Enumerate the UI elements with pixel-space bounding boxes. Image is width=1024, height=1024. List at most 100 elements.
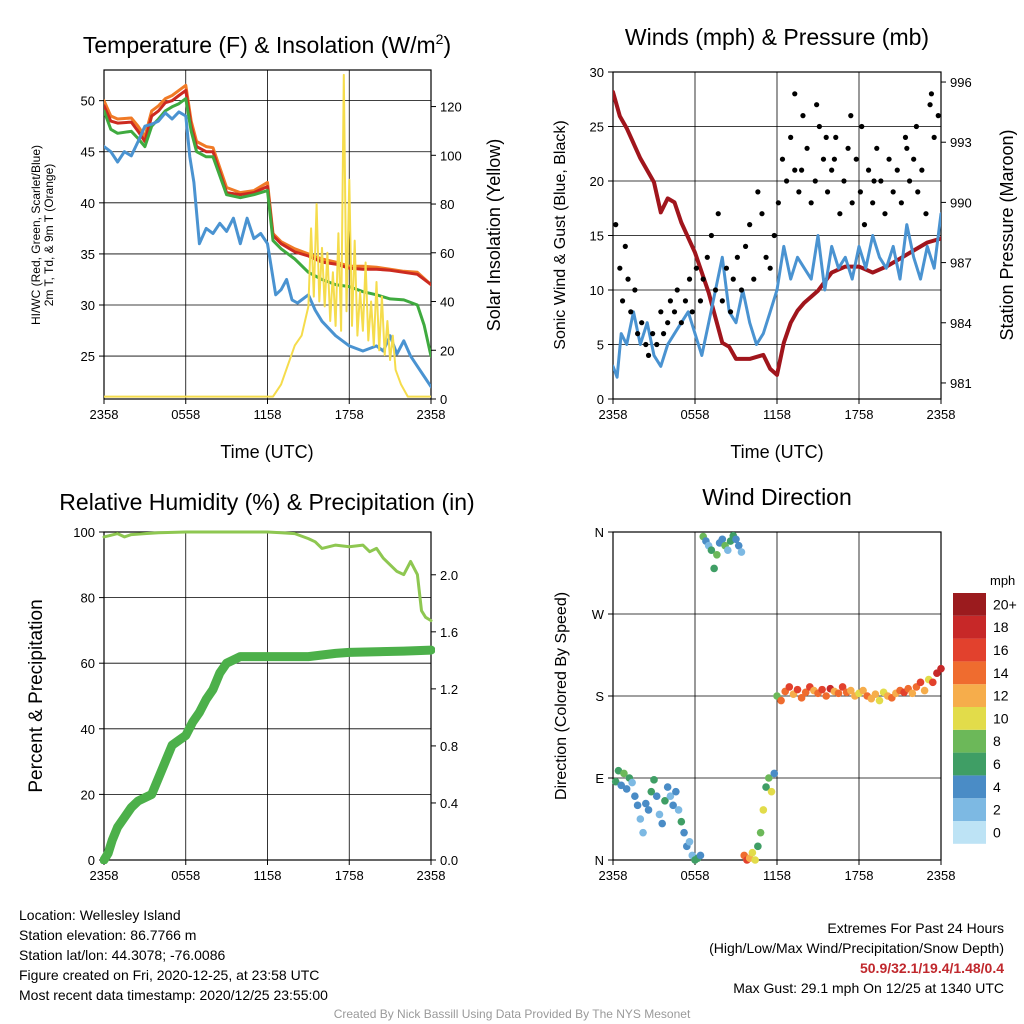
temp-title: Temperature (F) & Insolation (W/m2) bbox=[83, 31, 451, 58]
colorbar-label: 10 bbox=[993, 710, 1009, 726]
wind-x-tick-label: 1758 bbox=[845, 407, 874, 422]
dir-point bbox=[718, 535, 727, 544]
wind-gust-point bbox=[865, 167, 872, 173]
wind-x-tick-label: 0558 bbox=[681, 407, 710, 422]
wind-x-tick-label: 1158 bbox=[763, 407, 791, 422]
wind-y-tick-label: 25 bbox=[590, 120, 604, 135]
dir-point bbox=[751, 856, 759, 864]
colorbar-label: 8 bbox=[993, 733, 1001, 749]
colorbar-label: 6 bbox=[993, 756, 1001, 772]
wind-panel: 2358 0558 1158 1758 235805101520253098198498… bbox=[552, 24, 1017, 462]
extremes-info: Extremes For Past 24 Hours (High/Low/Max… bbox=[709, 918, 1004, 998]
wind-gust-point bbox=[767, 265, 773, 271]
rh-y-axis-label: Percent & Precipitation bbox=[26, 599, 47, 792]
colorbar-label: 2 bbox=[993, 802, 1001, 818]
wind-gust-point bbox=[906, 178, 913, 184]
colorbar-swatch bbox=[953, 661, 986, 685]
wind-y2-tick-label: 996 bbox=[950, 75, 972, 90]
rh-series-precip-line bbox=[100, 645, 435, 864]
temp-x-tick-label: 2358 bbox=[90, 407, 119, 422]
dir-x-tick-label: 2358 bbox=[599, 868, 628, 883]
wind-gust-point bbox=[763, 254, 769, 260]
wind-gust-point bbox=[882, 211, 888, 217]
temp-y2-tick-label: 80 bbox=[440, 197, 454, 212]
dir-point bbox=[636, 815, 645, 823]
dir-point bbox=[677, 817, 686, 826]
dir-point bbox=[685, 837, 694, 846]
wind-y-tick-label: 30 bbox=[590, 65, 604, 80]
wind-gust-point bbox=[650, 331, 656, 337]
temp-y-tick-label: 40 bbox=[81, 196, 95, 211]
wind-y2-tick-label: 993 bbox=[950, 135, 972, 150]
dir-point bbox=[734, 541, 743, 550]
wind-gust-point bbox=[837, 211, 843, 217]
wind-gust-point bbox=[820, 156, 827, 162]
colorbar-swatch bbox=[953, 729, 986, 753]
colorbar-swatch bbox=[953, 615, 986, 639]
rh-title: Relative Humidity (%) & Precipitation (i… bbox=[59, 489, 474, 515]
dir-point bbox=[696, 851, 705, 860]
dir-point bbox=[767, 787, 776, 796]
wind-gust-point bbox=[894, 167, 900, 173]
wind-gust-point bbox=[841, 178, 847, 184]
rh-y-tick-label: 40 bbox=[81, 722, 95, 737]
dir-point bbox=[859, 686, 867, 695]
wind-y2-axis-label: Station Pressure (Maroon) bbox=[997, 129, 1017, 340]
temp-y2-tick-label: 100 bbox=[440, 148, 462, 163]
rh-x-tick-label: 2358 bbox=[417, 868, 446, 883]
wind-gust-point bbox=[625, 276, 631, 282]
rh-y2-tick-label: 0.4 bbox=[440, 796, 458, 811]
dir-point bbox=[793, 685, 802, 694]
wind-gust-point bbox=[689, 309, 695, 315]
temp-series-green-line bbox=[104, 97, 431, 358]
dir-point bbox=[748, 848, 757, 857]
latlon-text: Station lat/lon: 44.3078; -76.0086 bbox=[19, 947, 226, 963]
wind-gust-point bbox=[628, 309, 634, 315]
colorbar-label: 16 bbox=[993, 642, 1009, 658]
rh-panel: 2358 0558 1158 1758 23580204060801000.00.40.… bbox=[26, 489, 475, 883]
wind-gust-point bbox=[742, 243, 749, 249]
dir-y-tick-label: W bbox=[592, 607, 605, 622]
wind-gust-point bbox=[708, 232, 715, 239]
wind-gust-point bbox=[808, 200, 814, 206]
wind-gust-point bbox=[915, 189, 921, 195]
temp-y2-tick-label: 20 bbox=[440, 343, 454, 358]
dir-point bbox=[713, 550, 721, 559]
temp-x-tick-label: 1758 bbox=[335, 407, 364, 422]
created-text: Figure created on Fri, 2020-12-25, at 23… bbox=[19, 967, 320, 983]
dir-point bbox=[754, 842, 762, 851]
wind-gust-point bbox=[792, 91, 798, 97]
dir-point bbox=[611, 777, 620, 786]
wind-y2-tick-label: 990 bbox=[950, 195, 972, 210]
dir-point bbox=[908, 689, 917, 698]
wind-gust-point bbox=[632, 287, 638, 293]
rh-y-tick-label: 60 bbox=[81, 656, 95, 671]
wind-gust-point bbox=[853, 156, 859, 162]
dir-point bbox=[639, 828, 647, 837]
wind-gust-point bbox=[617, 265, 623, 271]
wind-gust-point bbox=[727, 309, 734, 315]
extremes-subtitle: (High/Low/Max Wind/Precipitation/Snow De… bbox=[709, 940, 1004, 956]
dir-point bbox=[707, 546, 716, 555]
colorbar-label: 4 bbox=[993, 779, 1001, 795]
wind-gust-point bbox=[799, 167, 805, 173]
wind-gust-point bbox=[812, 178, 818, 184]
rh-y-tick-label: 20 bbox=[81, 787, 95, 802]
dir-y-axis-label: Direction (Colored By Speed) bbox=[553, 592, 570, 800]
dir-point bbox=[674, 806, 683, 814]
temp-y-axis-label-line2: 2m T, Td, & 9m T (Orange) bbox=[42, 164, 56, 307]
colorbar-swatch bbox=[953, 707, 986, 730]
wind-gust-point bbox=[686, 276, 693, 282]
wind-gust-point bbox=[796, 189, 802, 195]
wind-gust-point bbox=[654, 341, 660, 348]
dir-point bbox=[620, 769, 628, 778]
temp-x-axis-label: Time (UTC) bbox=[220, 442, 313, 462]
wind-gust-point bbox=[878, 178, 884, 184]
wind-y-axis-label: Sonic Wind & Gust (Blue, Black) bbox=[552, 120, 569, 349]
wind-gust-point bbox=[783, 178, 790, 184]
wind-gust-point bbox=[667, 298, 674, 304]
wind-gust-point bbox=[857, 189, 863, 195]
colorbar-title: mph bbox=[990, 573, 1015, 588]
wind-y-tick-label: 20 bbox=[590, 174, 604, 189]
